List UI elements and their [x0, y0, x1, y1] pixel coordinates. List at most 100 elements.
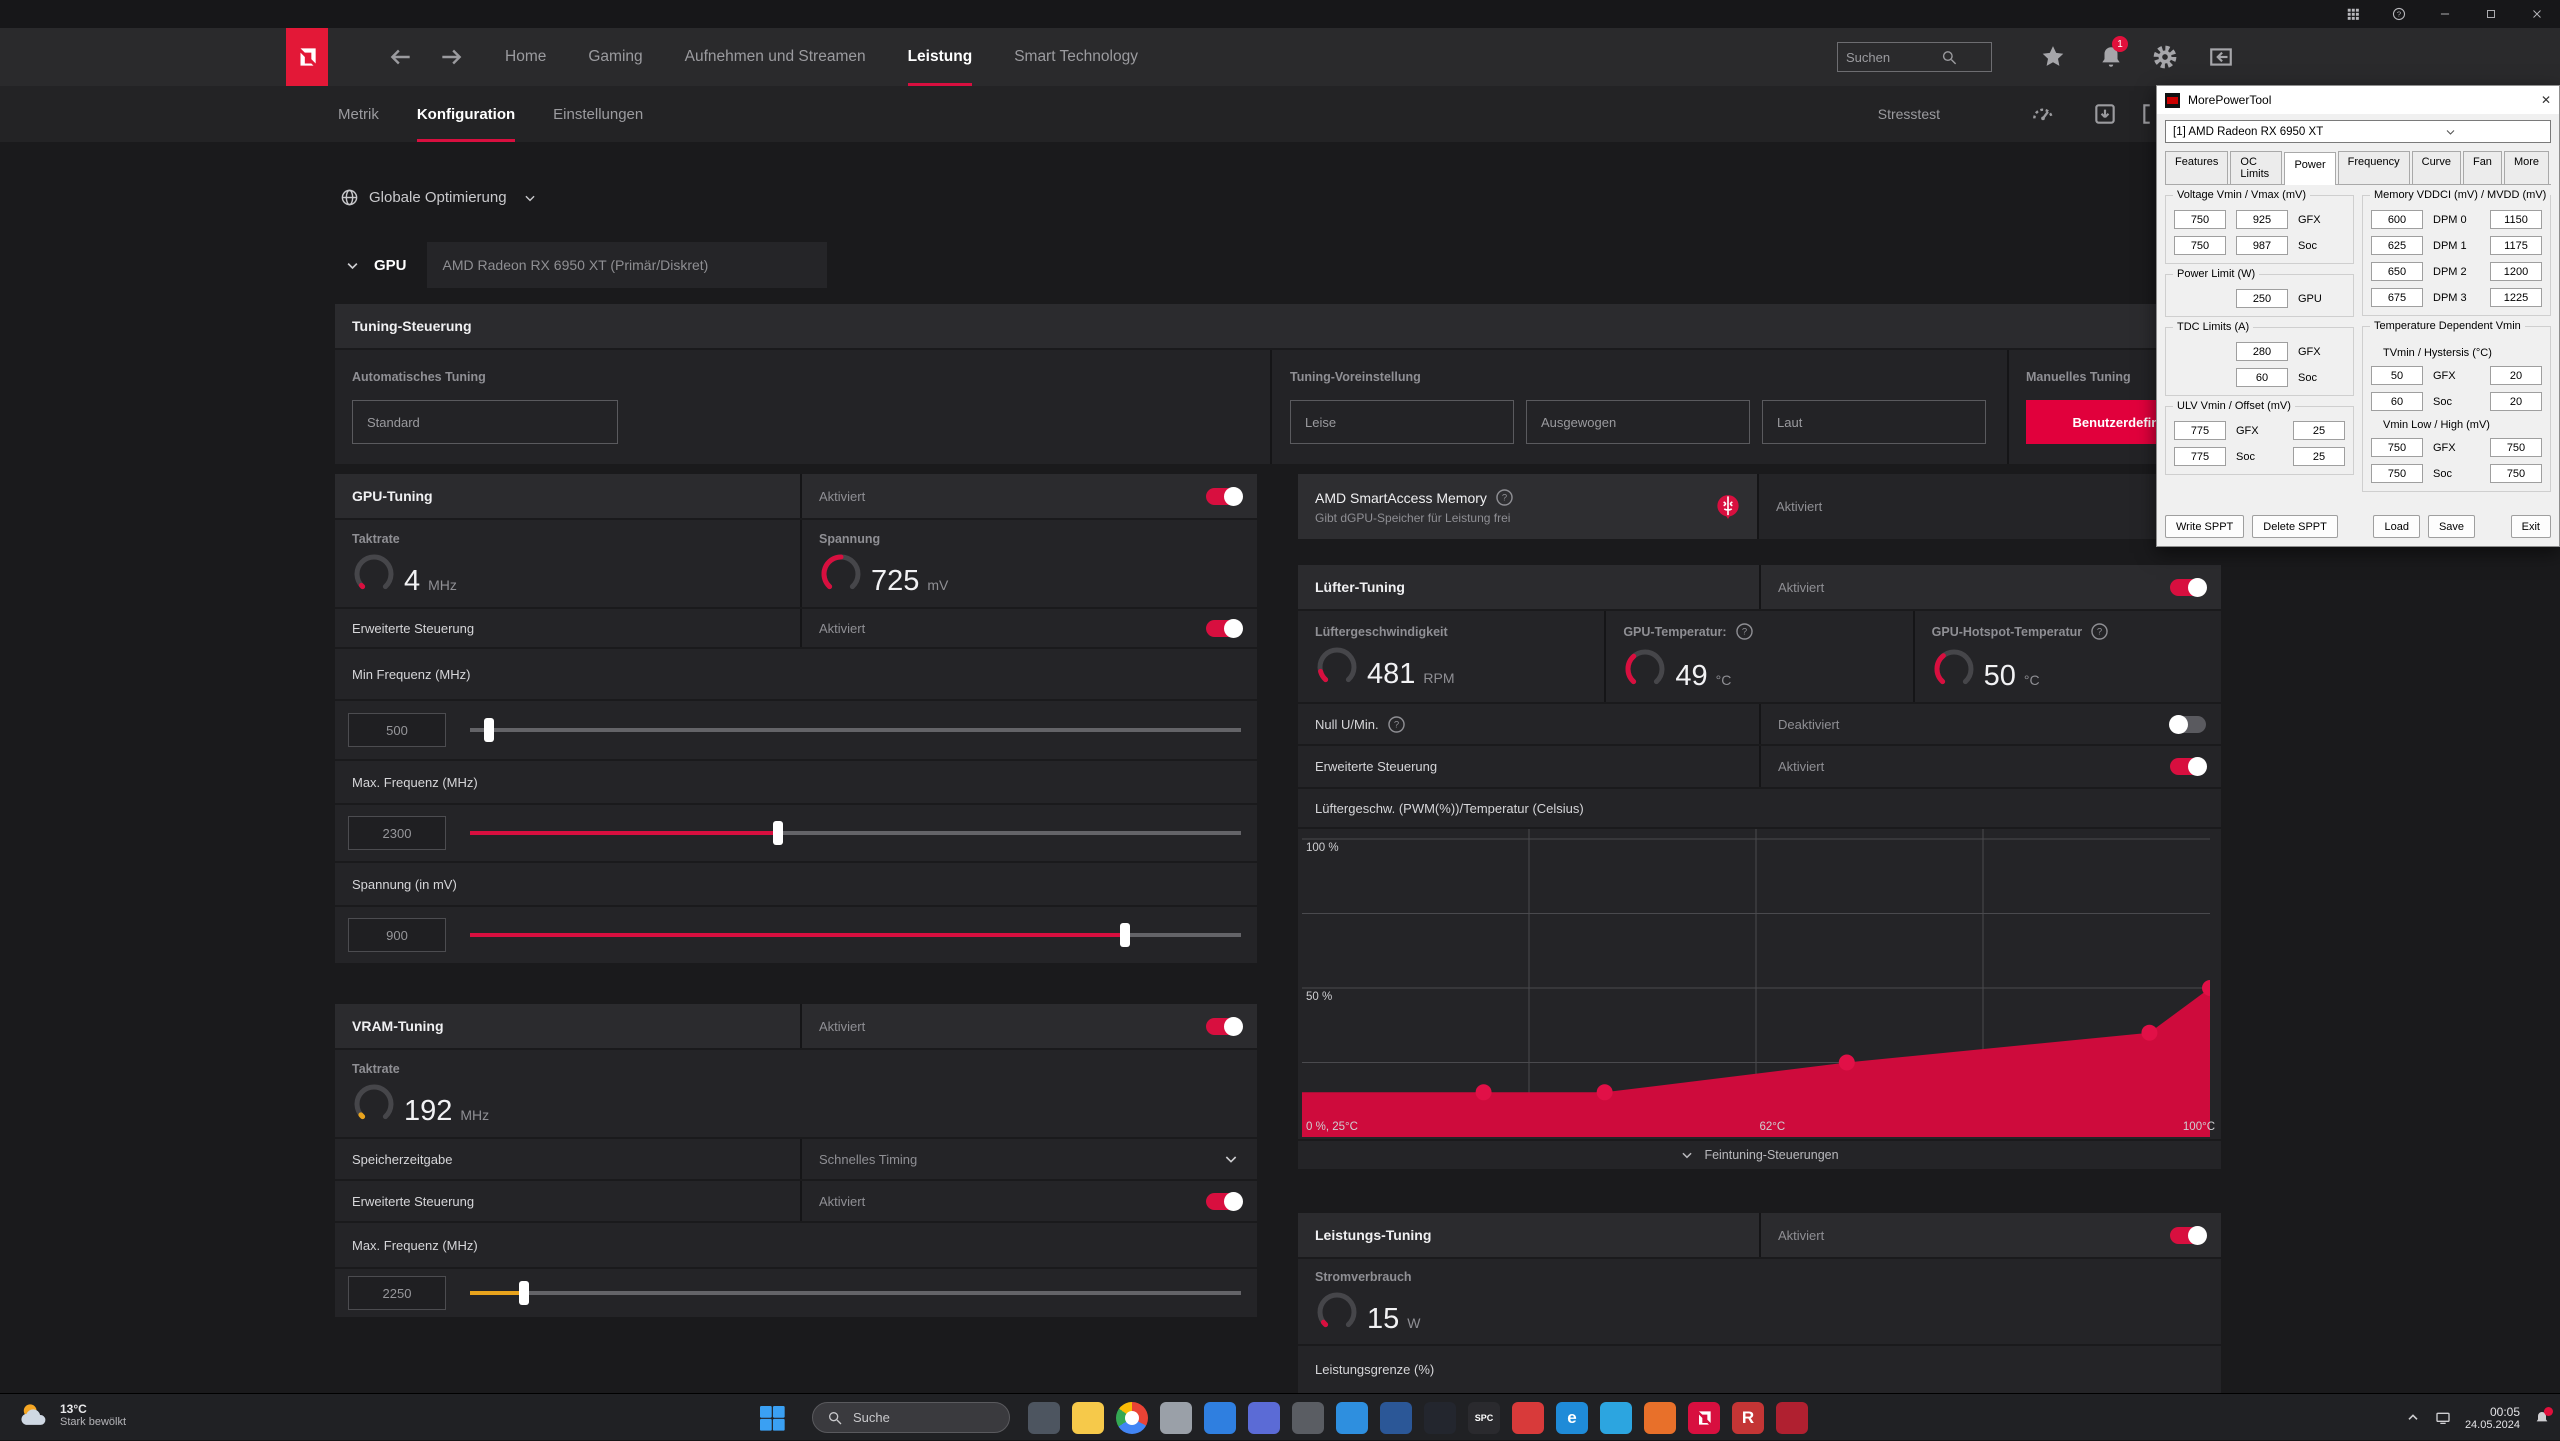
min-freq-slider[interactable]: 500: [335, 701, 1257, 759]
opera-icon[interactable]: [1512, 1402, 1544, 1434]
fan-curve-chart[interactable]: 100 % 50 % 0 %, 25°C 62°C 100°C: [1298, 829, 2221, 1139]
gpu-tuning-toggle[interactable]: [1206, 486, 1243, 506]
preset-button-laut[interactable]: Laut: [1762, 400, 1986, 444]
mpt-tab-oc-limits[interactable]: OC Limits: [2230, 151, 2283, 184]
mpt-value-field[interactable]: 600: [2371, 210, 2423, 229]
file-explorer-icon[interactable]: [1072, 1402, 1104, 1434]
mpt-button-exit[interactable]: Exit: [2510, 515, 2551, 538]
slider-value-box[interactable]: 2250: [348, 1276, 446, 1310]
mpt-close-icon[interactable]: ✕: [2540, 93, 2551, 107]
mpt-value-field[interactable]: 750: [2371, 464, 2423, 483]
mpt-value-field[interactable]: 50: [2371, 366, 2423, 385]
mpt-value-field[interactable]: 1200: [2490, 262, 2542, 281]
mpt-value-field[interactable]: 987: [2236, 236, 2288, 255]
mpt-value-field[interactable]: 1175: [2490, 236, 2542, 255]
gpu-collapse-chevron-icon[interactable]: [345, 258, 360, 273]
windows-start-button[interactable]: [756, 1402, 788, 1434]
mpt-value-field[interactable]: 1225: [2490, 288, 2542, 307]
settings-icon[interactable]: [1160, 1402, 1192, 1434]
mpt-tab-features[interactable]: Features: [2165, 151, 2229, 184]
spc-icon[interactable]: SPC: [1468, 1402, 1500, 1434]
mpt-button-load[interactable]: Load: [2373, 515, 2420, 538]
mpt-value-field[interactable]: 750: [2490, 438, 2542, 457]
mpt-value-field[interactable]: 925: [2236, 210, 2288, 229]
notification-center-icon[interactable]: [2534, 1406, 2553, 1426]
tab-konfiguration[interactable]: Konfiguration: [416, 86, 516, 142]
slider-track[interactable]: [470, 718, 1241, 742]
help-icon[interactable]: ?: [2376, 0, 2422, 28]
nav-item-aufnehmen-und-streamen[interactable]: Aufnehmen und Streamen: [684, 48, 866, 65]
vram-tuning-toggle[interactable]: [1206, 1016, 1243, 1036]
mpt-button-delete-sppt[interactable]: Delete SPPT: [2252, 515, 2338, 538]
help-circle-icon[interactable]: ?: [1495, 488, 1514, 507]
slider-thumb[interactable]: [484, 718, 495, 742]
minimize-button[interactable]: [2422, 0, 2468, 28]
slider-thumb[interactable]: [518, 1281, 529, 1305]
help-circle-icon[interactable]: ?: [1387, 715, 1406, 734]
slider-value-box[interactable]: 500: [348, 713, 446, 747]
global-optimization-dropdown[interactable]: Globale Optimierung: [340, 188, 537, 207]
zero-rpm-toggle[interactable]: [2169, 714, 2206, 734]
mpt-value-field[interactable]: 750: [2490, 464, 2542, 483]
slider-track[interactable]: [470, 821, 1241, 845]
weather-widget[interactable]: 13°C Stark bewölkt: [16, 1398, 126, 1432]
amd-adrenalin-icon[interactable]: [1688, 1402, 1720, 1434]
back-arrow-icon[interactable]: [388, 44, 414, 70]
fan-tuning-toggle[interactable]: [2170, 577, 2207, 597]
display-icon[interactable]: [2435, 1410, 2451, 1426]
mail-icon[interactable]: [1336, 1402, 1368, 1434]
mpt-value-field[interactable]: 20: [2490, 392, 2542, 411]
afterburner-icon[interactable]: [1776, 1402, 1808, 1434]
nav-item-smart-technology[interactable]: Smart Technology: [1014, 48, 1138, 65]
mpt-button-save[interactable]: Save: [2427, 515, 2476, 538]
telegram-icon[interactable]: [1600, 1402, 1632, 1434]
nav-item-leistung[interactable]: Leistung: [907, 28, 972, 86]
voltage-slider[interactable]: 900: [335, 907, 1257, 963]
slider-thumb[interactable]: [773, 821, 784, 845]
mpt-tab-frequency[interactable]: Frequency: [2337, 151, 2410, 184]
tray-chevron-up-icon[interactable]: [2405, 1410, 2421, 1426]
mpt-value-field[interactable]: 750: [2371, 438, 2423, 457]
apps-grid-icon[interactable]: [2330, 0, 2376, 28]
mpt-button-write-sppt[interactable]: Write SPPT: [2165, 515, 2245, 538]
fan-advanced-toggle[interactable]: [2170, 757, 2207, 776]
max-freq-slider[interactable]: 2300: [335, 805, 1257, 861]
settings-gear-icon[interactable]: [2152, 44, 2178, 70]
tab-metrik[interactable]: Metrik: [338, 105, 379, 123]
amd-logo[interactable]: [286, 28, 328, 86]
favorites-star-icon[interactable]: [2040, 44, 2066, 70]
panel-toggle-icon[interactable]: [2208, 44, 2234, 70]
vram-max-freq-slider[interactable]: 2250: [335, 1269, 1257, 1317]
tab-einstellungen[interactable]: Einstellungen: [553, 105, 644, 123]
mpt-value-field[interactable]: 750: [2174, 210, 2226, 229]
mpt-value-field[interactable]: 250: [2236, 289, 2288, 308]
store-icon[interactable]: [1204, 1402, 1236, 1434]
slider-value-box[interactable]: 2300: [348, 816, 446, 850]
teams-icon[interactable]: [1248, 1402, 1280, 1434]
mpt-value-field[interactable]: 20: [2490, 366, 2542, 385]
word-icon[interactable]: [1380, 1402, 1412, 1434]
taskbar-clock[interactable]: 00:05 24.05.2024: [2465, 1405, 2520, 1431]
gpu-device-selector[interactable]: AMD Radeon RX 6950 XT (Primär/Diskret): [426, 242, 827, 288]
steam-icon[interactable]: [1424, 1402, 1456, 1434]
vram-advanced-toggle[interactable]: [1206, 1191, 1243, 1211]
mpt-value-field[interactable]: 625: [2371, 236, 2423, 255]
mpt-tab-more[interactable]: More: [2503, 151, 2549, 184]
slider-value-box[interactable]: 900: [348, 918, 446, 952]
taskbar-search-input[interactable]: Suche: [812, 1402, 1010, 1433]
mpt-value-field[interactable]: 775: [2174, 447, 2226, 466]
fine-tuning-expander[interactable]: Feintuning-Steuerungen: [1298, 1141, 2221, 1169]
mpt-tab-power[interactable]: Power: [2284, 152, 2336, 185]
mpt-value-field[interactable]: 280: [2236, 342, 2288, 361]
mpt-tab-fan[interactable]: Fan: [2462, 151, 2502, 184]
slider-track[interactable]: [470, 1281, 1241, 1305]
speedometer-icon[interactable]: [2030, 101, 2056, 127]
search-input[interactable]: Suchen: [1837, 42, 1992, 72]
memory-timing-select[interactable]: Schnelles Timing: [800, 1139, 1257, 1179]
auto-tuning-select[interactable]: Standard: [352, 400, 618, 444]
mpt-value-field[interactable]: 775: [2174, 421, 2226, 440]
mpt-value-field[interactable]: 750: [2174, 236, 2226, 255]
export-icon[interactable]: [2140, 101, 2166, 127]
edge-icon[interactable]: e: [1556, 1402, 1588, 1434]
mpt-value-field[interactable]: 25: [2293, 447, 2345, 466]
